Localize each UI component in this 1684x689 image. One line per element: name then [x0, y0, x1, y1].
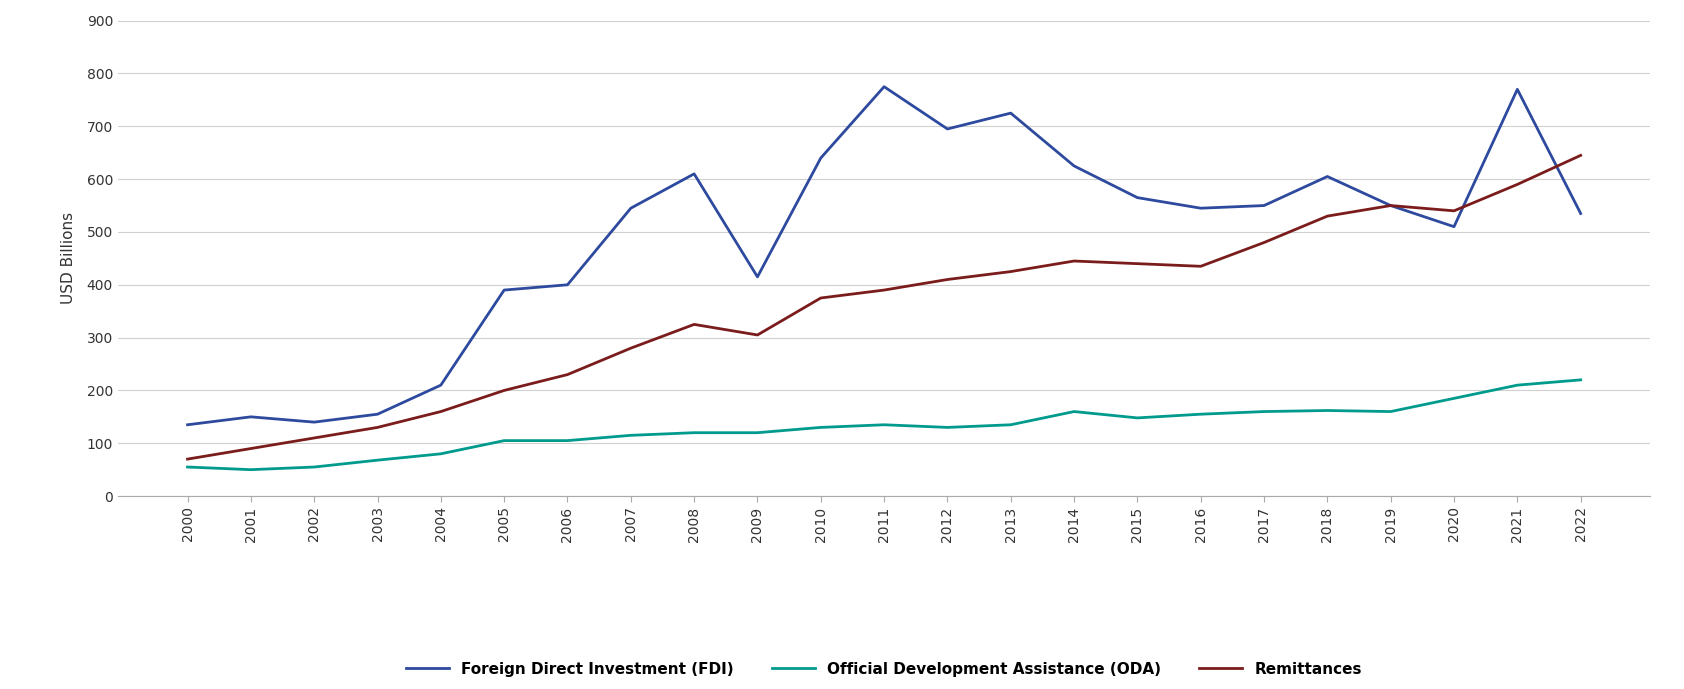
Foreign Direct Investment (FDI) — [874, 83, 894, 91]
Foreign Direct Investment (FDI) — [1317, 172, 1337, 181]
Foreign Direct Investment (FDI) — [1191, 204, 1211, 212]
Foreign Direct Investment (FDI) — [1571, 209, 1591, 218]
Foreign Direct Investment (FDI) — [1064, 162, 1084, 170]
Remittances — [1000, 267, 1021, 276]
Foreign Direct Investment (FDI) — [1443, 223, 1463, 231]
Remittances — [1381, 201, 1401, 209]
Remittances — [557, 371, 578, 379]
Remittances — [241, 444, 261, 453]
Remittances — [938, 276, 958, 284]
Remittances — [810, 294, 830, 302]
Official Development Assistance (ODA) — [874, 420, 894, 429]
Official Development Assistance (ODA) — [1443, 394, 1463, 402]
Official Development Assistance (ODA) — [938, 423, 958, 431]
Official Development Assistance (ODA) — [1255, 407, 1275, 415]
Remittances — [431, 407, 451, 415]
Official Development Assistance (ODA) — [1191, 410, 1211, 418]
Foreign Direct Investment (FDI) — [1255, 201, 1275, 209]
Foreign Direct Investment (FDI) — [493, 286, 514, 294]
Foreign Direct Investment (FDI) — [431, 381, 451, 389]
Remittances — [1317, 212, 1337, 220]
Official Development Assistance (ODA) — [493, 437, 514, 445]
Foreign Direct Investment (FDI) — [1381, 201, 1401, 209]
Remittances — [1064, 257, 1084, 265]
Foreign Direct Investment (FDI) — [305, 418, 325, 426]
Foreign Direct Investment (FDI) — [621, 204, 642, 212]
Remittances — [305, 434, 325, 442]
Foreign Direct Investment (FDI) — [241, 413, 261, 421]
Remittances — [493, 387, 514, 395]
Remittances — [1127, 260, 1147, 268]
Remittances — [1191, 263, 1211, 271]
Foreign Direct Investment (FDI) — [557, 280, 578, 289]
Y-axis label: USD Billions: USD Billions — [61, 212, 76, 305]
Remittances — [1571, 152, 1591, 160]
Official Development Assistance (ODA) — [1127, 414, 1147, 422]
Official Development Assistance (ODA) — [684, 429, 704, 437]
Official Development Assistance (ODA) — [748, 429, 768, 437]
Foreign Direct Investment (FDI) — [1127, 194, 1147, 202]
Official Development Assistance (ODA) — [1571, 376, 1591, 384]
Official Development Assistance (ODA) — [621, 431, 642, 440]
Remittances — [1443, 207, 1463, 215]
Foreign Direct Investment (FDI) — [938, 125, 958, 133]
Foreign Direct Investment (FDI) — [748, 273, 768, 281]
Official Development Assistance (ODA) — [367, 456, 387, 464]
Foreign Direct Investment (FDI) — [1000, 109, 1021, 117]
Remittances — [1255, 238, 1275, 247]
Foreign Direct Investment (FDI) — [177, 420, 197, 429]
Official Development Assistance (ODA) — [1000, 420, 1021, 429]
Remittances — [177, 455, 197, 463]
Line: Remittances: Remittances — [187, 156, 1581, 459]
Official Development Assistance (ODA) — [241, 466, 261, 474]
Remittances — [874, 286, 894, 294]
Line: Foreign Direct Investment (FDI): Foreign Direct Investment (FDI) — [187, 87, 1581, 424]
Remittances — [1507, 181, 1527, 189]
Official Development Assistance (ODA) — [305, 463, 325, 471]
Official Development Assistance (ODA) — [1064, 407, 1084, 415]
Foreign Direct Investment (FDI) — [1507, 85, 1527, 94]
Official Development Assistance (ODA) — [1381, 407, 1401, 415]
Remittances — [367, 423, 387, 431]
Official Development Assistance (ODA) — [557, 437, 578, 445]
Official Development Assistance (ODA) — [1507, 381, 1527, 389]
Legend: Foreign Direct Investment (FDI), Official Development Assistance (ODA), Remittan: Foreign Direct Investment (FDI), Officia… — [401, 656, 1367, 683]
Line: Official Development Assistance (ODA): Official Development Assistance (ODA) — [187, 380, 1581, 470]
Foreign Direct Investment (FDI) — [684, 169, 704, 178]
Official Development Assistance (ODA) — [810, 423, 830, 431]
Remittances — [748, 331, 768, 339]
Foreign Direct Investment (FDI) — [367, 410, 387, 418]
Remittances — [684, 320, 704, 329]
Official Development Assistance (ODA) — [1317, 407, 1337, 415]
Official Development Assistance (ODA) — [431, 450, 451, 458]
Remittances — [621, 344, 642, 352]
Foreign Direct Investment (FDI) — [810, 154, 830, 162]
Official Development Assistance (ODA) — [177, 463, 197, 471]
